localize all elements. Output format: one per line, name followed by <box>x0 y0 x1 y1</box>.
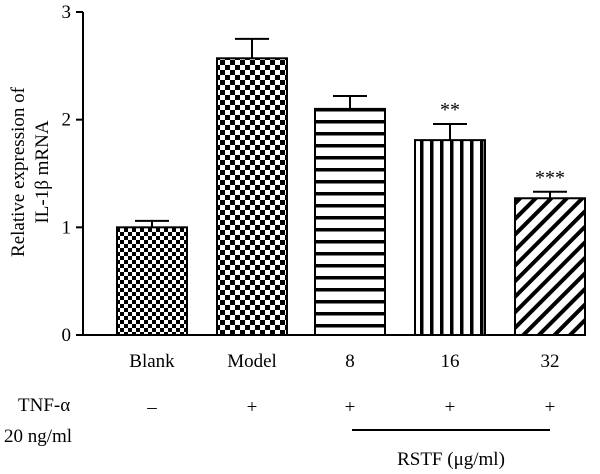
x-tick-label: 32 <box>541 351 560 372</box>
x-tick-label: 8 <box>345 351 355 372</box>
treatment-mark: + <box>545 397 556 418</box>
bar-model <box>216 57 288 337</box>
treatment-mark: – <box>146 397 157 418</box>
y-tick-label: 0 <box>62 325 72 346</box>
bar-8 <box>314 107 386 337</box>
x-tick-label: Model <box>227 351 277 372</box>
y-axis-label-line2: IL-1β mRNA <box>32 120 53 223</box>
x-tick-label: Blank <box>129 351 175 372</box>
bar-32 <box>514 197 586 336</box>
treatment-label-line1: TNF-α <box>18 395 70 416</box>
significance-label: ** <box>440 99 460 121</box>
y-tick-label: 2 <box>62 110 72 131</box>
treatment-mark: + <box>445 397 456 418</box>
treatment-mark: + <box>247 397 258 418</box>
significance-label: *** <box>535 167 565 189</box>
x-tick-label: 16 <box>441 351 460 372</box>
treatment-mark: + <box>345 397 356 418</box>
y-tick-label: 1 <box>62 217 72 238</box>
group-label: RSTF (μg/ml) <box>397 449 505 470</box>
y-tick-label: 3 <box>62 2 72 23</box>
y-axis-label-line1: Relative expression of <box>8 86 29 257</box>
bar-16 <box>414 139 486 336</box>
bar-blank <box>116 226 188 336</box>
treatment-label-line2: 20 ng/ml <box>4 426 72 447</box>
